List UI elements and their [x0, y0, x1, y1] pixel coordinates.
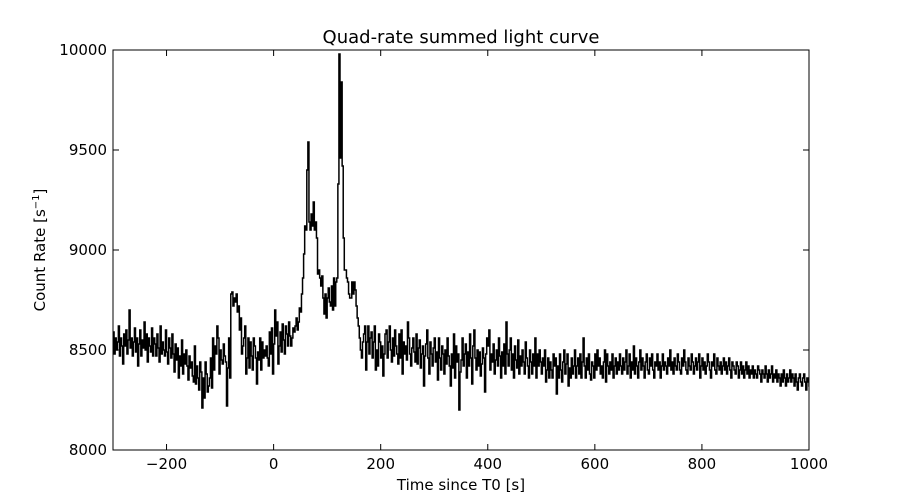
x-tick-label: −200	[146, 455, 187, 473]
x-tick-label: 600	[581, 455, 610, 473]
chart-title: Quad-rate summed light curve	[323, 27, 600, 48]
y-axis-label-close: ]	[31, 189, 49, 195]
y-tick-label: 9500	[69, 141, 107, 159]
plot-area	[113, 53, 809, 411]
x-tick-label: 200	[366, 455, 395, 473]
x-tick-label: 0	[269, 455, 279, 473]
y-tick-label: 8500	[69, 341, 107, 359]
x-axis-label: Time since T0 [s]	[396, 476, 525, 494]
y-axis-label: Count Rate [s−1]	[31, 189, 49, 312]
series-line-count-rate	[113, 53, 809, 411]
x-tick-label: 800	[688, 455, 717, 473]
y-axis-label-exponent: −1	[31, 194, 42, 209]
x-tick-label: 1000	[790, 455, 828, 473]
y-tick-label: 10000	[59, 41, 107, 59]
y-tick-label: 8000	[69, 441, 107, 459]
plot-frame	[112, 49, 810, 451]
y-axis-label-main: Count Rate [s	[31, 209, 49, 311]
y-tick-label: 9000	[69, 241, 107, 259]
x-tick-label: 400	[473, 455, 502, 473]
